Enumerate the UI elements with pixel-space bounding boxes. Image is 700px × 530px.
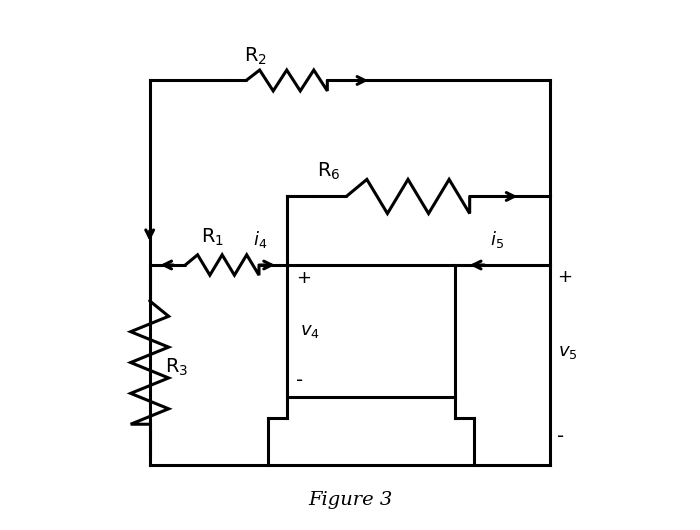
Text: +: + [556,268,572,286]
Text: $v_4$: $v_4$ [300,322,320,340]
Text: -: - [296,372,303,391]
Text: R$_1$: R$_1$ [202,227,225,248]
Bar [287,265,456,397]
Text: R$_2$: R$_2$ [244,46,267,67]
Text: $v_5$: $v_5$ [559,343,578,361]
Text: R$_3$: R$_3$ [165,357,189,378]
Text: $i_5$: $i_5$ [490,229,504,250]
Text: Figure 3: Figure 3 [308,491,392,509]
Text: -: - [556,427,564,446]
Text: R$_6$: R$_6$ [317,161,341,182]
Text: $i_4$: $i_4$ [253,229,267,250]
Text: +: + [296,269,312,287]
